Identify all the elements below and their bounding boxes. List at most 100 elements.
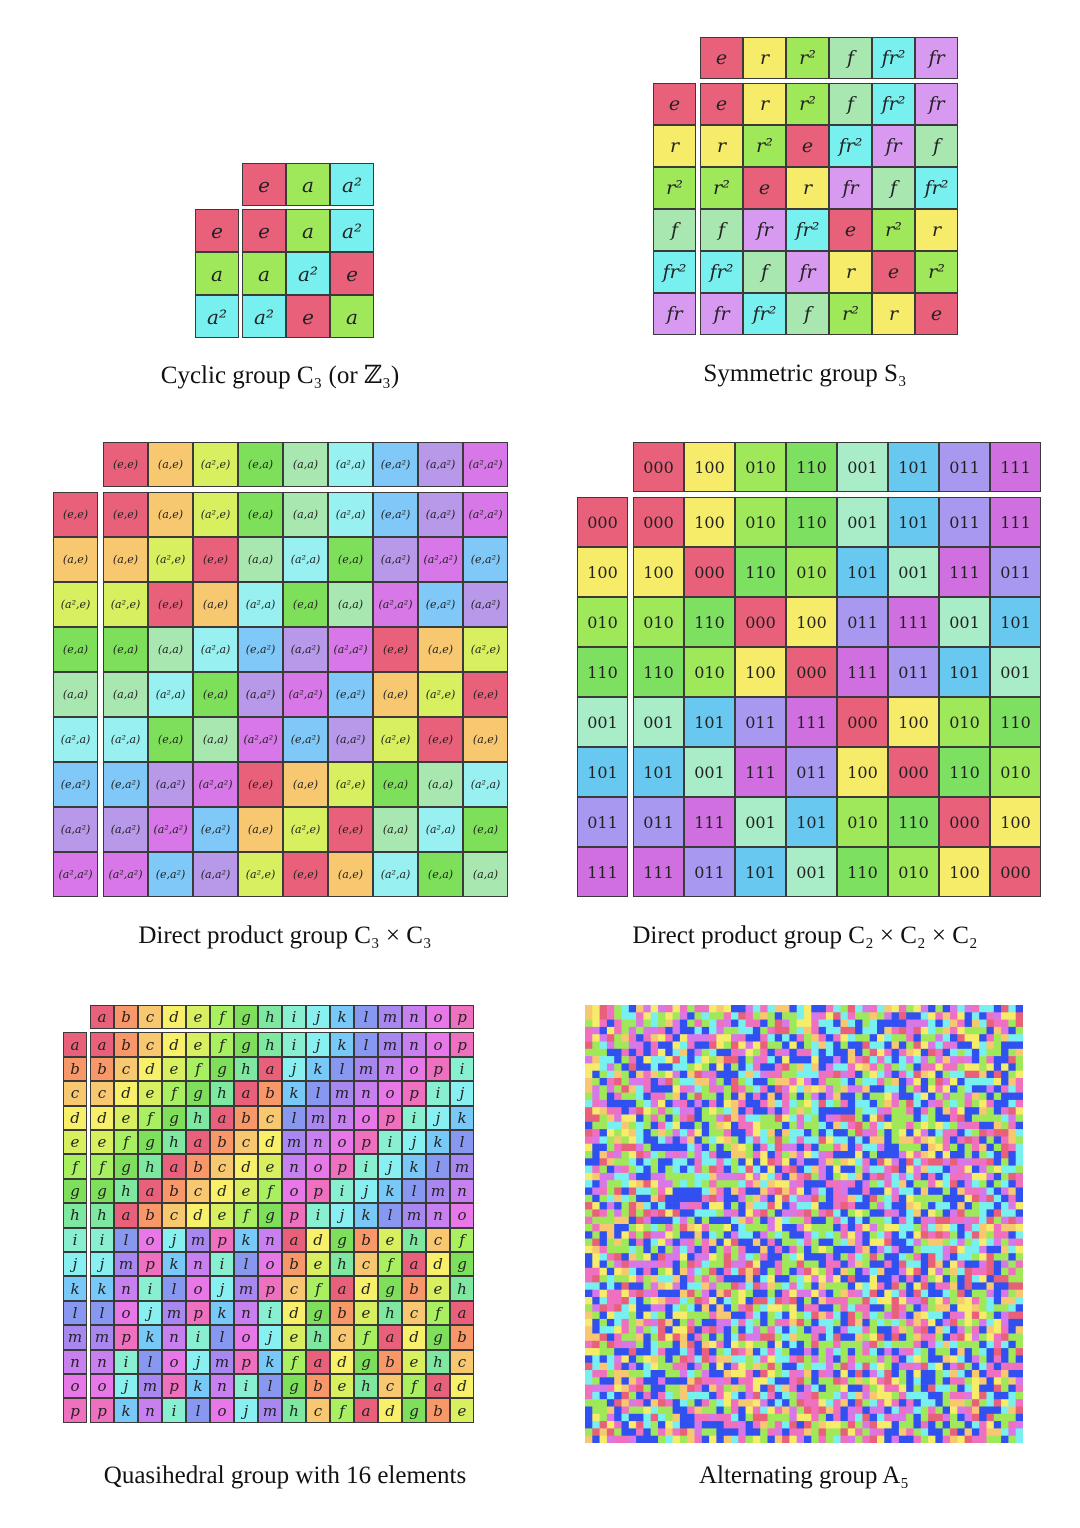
table-cell: r xyxy=(786,167,829,209)
a5-cell xyxy=(855,1238,863,1247)
table-cell: c xyxy=(210,1154,234,1179)
a5-cell xyxy=(636,1399,644,1407)
a5-cell xyxy=(599,1107,608,1115)
a5-cell xyxy=(599,1209,608,1217)
table-cell: c xyxy=(450,1349,474,1374)
a5-cell xyxy=(840,1384,849,1393)
a5-cell xyxy=(752,1326,761,1334)
a5-cell xyxy=(643,1399,651,1407)
a5-cell xyxy=(716,1326,724,1334)
a5-cell xyxy=(731,1107,739,1115)
a5-cell xyxy=(928,1143,936,1152)
table-cell: (a,a²) xyxy=(103,807,148,852)
a5-cell xyxy=(585,1318,593,1327)
a5-cell xyxy=(665,1245,673,1254)
a5-cell xyxy=(913,1318,922,1327)
a5-cell xyxy=(862,1370,870,1378)
a5-cell xyxy=(979,1275,987,1283)
a5-cell xyxy=(942,1318,951,1327)
a5-cell xyxy=(738,1275,746,1283)
a5-cell xyxy=(891,1260,900,1269)
a5-cell xyxy=(898,1151,907,1159)
table-cell: 000 xyxy=(939,797,990,847)
a5-cell xyxy=(920,1326,929,1334)
a5-cell xyxy=(636,1019,644,1028)
a5-cell xyxy=(942,1209,951,1217)
a5-cell xyxy=(898,1297,907,1305)
a5-cell xyxy=(942,1384,951,1393)
a5-cell xyxy=(884,1092,892,1101)
a5-cell xyxy=(884,1151,892,1159)
a5-cell xyxy=(928,1253,936,1261)
a5-cell xyxy=(1001,1180,1009,1188)
a5-cell xyxy=(782,1202,790,1210)
a5-cell xyxy=(636,1172,644,1181)
a5-cell xyxy=(920,1019,929,1028)
a5-cell xyxy=(636,1340,644,1349)
a5-cell xyxy=(709,1238,717,1247)
a5-cell xyxy=(585,1012,593,1020)
a5-cell xyxy=(840,1121,849,1130)
a5-cell xyxy=(621,1121,630,1130)
a5-cell xyxy=(621,1129,630,1137)
a5-cell xyxy=(913,1231,922,1239)
a5-cell xyxy=(592,1187,600,1196)
a5-cell xyxy=(920,1231,929,1239)
a5-cell xyxy=(585,1129,593,1137)
a5-cell xyxy=(811,1180,819,1188)
a5-cell xyxy=(628,1435,637,1443)
a5-cell xyxy=(585,1282,593,1290)
a5-cell xyxy=(687,1165,695,1174)
a5-cell xyxy=(672,1085,681,1093)
a5-cell xyxy=(855,1267,863,1276)
table-cell: (e,e) xyxy=(103,492,148,537)
a5-cell xyxy=(796,1048,805,1057)
a5-cell xyxy=(825,1180,834,1188)
a5-cell xyxy=(840,1165,849,1174)
a5-cell xyxy=(672,1005,681,1013)
a5-cell xyxy=(694,1253,703,1261)
a5-cell xyxy=(767,1377,776,1385)
a5-cell xyxy=(767,1114,776,1123)
table-cell: i xyxy=(402,1105,426,1130)
a5-cell xyxy=(592,1304,600,1312)
a5-cell xyxy=(716,1085,724,1093)
a5-cell xyxy=(1008,1391,1016,1400)
a5-cell xyxy=(898,1304,907,1312)
a5-cell xyxy=(847,1143,856,1152)
a5-cell xyxy=(716,1070,724,1079)
a5-cell xyxy=(833,1311,841,1320)
a5-cell xyxy=(928,1136,936,1144)
table-cell: p xyxy=(162,1374,186,1399)
a5-cell xyxy=(687,1034,695,1042)
a5-cell xyxy=(694,1435,703,1443)
a5-cell xyxy=(782,1362,790,1371)
table-cell: 101 xyxy=(684,697,735,747)
a5-cell xyxy=(804,1370,812,1378)
a5-cell xyxy=(621,1311,630,1320)
a5-cell xyxy=(621,1289,630,1298)
table-cell: 010 xyxy=(735,497,786,547)
a5-cell xyxy=(672,1202,681,1210)
table-cell: 110 xyxy=(735,547,786,597)
a5-cell xyxy=(592,1267,600,1276)
a5-cell xyxy=(599,1194,608,1203)
a5-cell xyxy=(935,1114,943,1123)
a5-cell xyxy=(782,1260,790,1269)
a5-cell xyxy=(701,1224,710,1232)
a5-cell xyxy=(716,1384,724,1393)
a5-cell xyxy=(606,1362,615,1371)
a5-cell xyxy=(855,1260,863,1269)
a5-cell xyxy=(745,1121,754,1130)
a5-cell xyxy=(957,1355,965,1363)
a5-cell xyxy=(723,1340,732,1349)
a5-cell xyxy=(898,1399,907,1407)
a5-cell xyxy=(993,1194,1002,1203)
a5-cell xyxy=(774,1297,783,1305)
table-cell: e xyxy=(450,1398,474,1423)
a5-cell xyxy=(592,1056,600,1064)
a5-cell xyxy=(643,1180,651,1188)
a5-cell xyxy=(986,1318,995,1327)
a5-cell xyxy=(942,1428,951,1436)
table-cell: (e,e) xyxy=(463,672,508,717)
